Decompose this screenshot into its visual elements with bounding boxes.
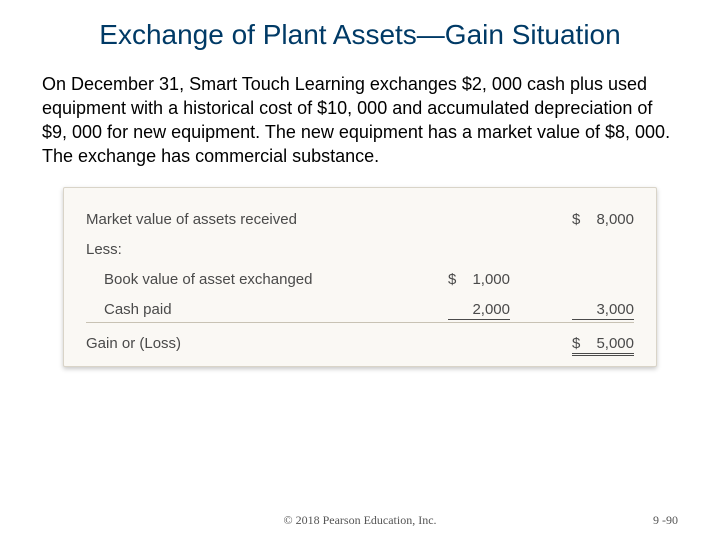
calc-row-book-value: Book value of asset exchanged $1,000 (86, 258, 634, 288)
copyright: © 2018 Pearson Education, Inc. (102, 513, 618, 528)
amount: 1,000 (462, 271, 510, 288)
amount: 8,000 (586, 211, 634, 228)
amount: 2,000 (462, 301, 510, 318)
calc-row-less: Less: (86, 228, 634, 258)
body-paragraph: On December 31, Smart Touch Learning exc… (42, 72, 678, 169)
dollar-sign: $ (572, 335, 586, 352)
calc-row-cash-paid: Cash paid 2,000 3,000 (86, 288, 634, 318)
calc-label: Gain or (Loss) (86, 335, 420, 352)
slide: Exchange of Plant Assets—Gain Situation … (0, 0, 720, 540)
amount: 5,000 (586, 335, 634, 352)
footer: © 2018 Pearson Education, Inc. 9 -90 (0, 513, 720, 528)
calc-col-amount: $1,000 (420, 271, 510, 288)
calc-col-amount: 3,000 (544, 301, 634, 318)
calc-label: Market value of assets received (86, 211, 420, 228)
calc-row-market-value: Market value of assets received $8,000 (86, 198, 634, 228)
calc-col-amount: 2,000 (420, 301, 510, 318)
slide-title: Exchange of Plant Assets—Gain Situation (42, 18, 678, 52)
calc-label: Cash paid (86, 301, 420, 318)
slide-number: 9 -90 (618, 513, 678, 528)
calc-label: Book value of asset exchanged (86, 271, 420, 288)
calc-col-amount: $5,000 (544, 335, 634, 352)
amount: 3,000 (586, 301, 634, 318)
calculation-box: Market value of assets received $8,000 L… (63, 187, 657, 367)
dollar-sign: $ (572, 211, 586, 228)
dollar-sign: $ (448, 271, 462, 288)
calc-row-gain-loss: Gain or (Loss) $5,000 (86, 322, 634, 352)
calc-col-amount: $8,000 (544, 211, 634, 228)
calc-label: Less: (86, 241, 420, 258)
